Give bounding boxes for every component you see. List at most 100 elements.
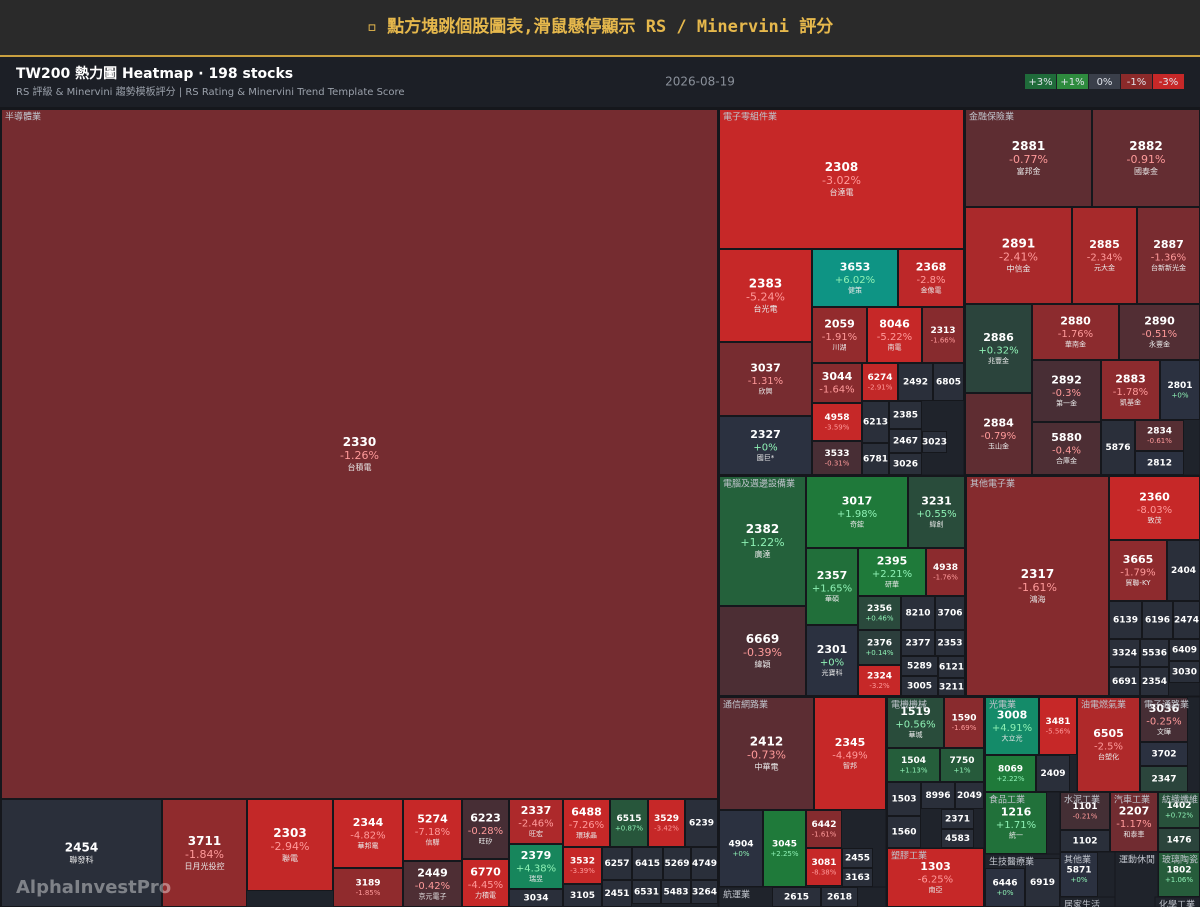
stock-tile[interactable] (1135, 420, 1184, 451)
stock-tile[interactable] (955, 782, 984, 809)
stock-tile[interactable] (858, 596, 901, 630)
stock-tile[interactable] (933, 363, 964, 401)
stock-tile[interactable] (719, 249, 812, 342)
stock-tile[interactable] (1142, 601, 1173, 639)
stock-tile[interactable] (935, 596, 965, 630)
stock-tile[interactable] (806, 848, 842, 886)
stock-tile[interactable] (965, 109, 1092, 207)
stock-tile[interactable] (887, 782, 921, 816)
stock-tile[interactable] (862, 401, 889, 443)
stock-tile[interactable] (719, 606, 806, 696)
stock-tile[interactable] (509, 844, 563, 889)
stock-tile[interactable] (812, 441, 862, 475)
stock-tile[interactable] (938, 678, 965, 696)
stock-tile[interactable] (806, 810, 842, 848)
stock-tile[interactable] (922, 431, 947, 453)
stock-tile[interactable] (898, 249, 964, 307)
stock-tile[interactable] (814, 697, 886, 810)
stock-tile[interactable] (901, 630, 935, 656)
stock-tile[interactable] (812, 363, 862, 403)
stock-tile[interactable] (162, 799, 247, 907)
stock-tile[interactable] (1109, 667, 1140, 696)
stock-tile[interactable] (889, 401, 922, 429)
stock-tile[interactable] (1140, 639, 1169, 667)
stock-tile[interactable] (719, 342, 812, 416)
stock-tile[interactable] (812, 249, 898, 307)
stock-tile[interactable] (858, 548, 926, 596)
stock-tile[interactable] (1032, 360, 1101, 422)
stock-tile[interactable] (403, 799, 462, 861)
stock-tile[interactable] (462, 799, 509, 859)
stock-tile[interactable] (1135, 451, 1184, 475)
stock-tile[interactable] (691, 880, 718, 904)
stock-tile[interactable] (1, 109, 718, 799)
stock-tile[interactable] (858, 630, 901, 665)
stock-tile[interactable] (1158, 792, 1200, 828)
stock-tile[interactable] (887, 697, 944, 748)
stock-tile[interactable] (719, 416, 812, 475)
stock-tile[interactable] (685, 799, 718, 847)
stock-tile[interactable] (1092, 109, 1200, 207)
stock-tile[interactable] (563, 847, 602, 884)
stock-tile[interactable] (985, 868, 1025, 907)
stock-tile[interactable] (763, 810, 806, 887)
stock-tile[interactable] (806, 625, 858, 696)
stock-tile[interactable] (509, 799, 563, 844)
stock-tile[interactable] (1101, 360, 1160, 420)
stock-tile[interactable] (985, 697, 1039, 755)
stock-tile[interactable] (1140, 667, 1169, 696)
stock-tile[interactable] (965, 304, 1032, 393)
stock-tile[interactable] (842, 848, 873, 868)
stock-tile[interactable] (862, 363, 898, 401)
stock-tile[interactable] (965, 207, 1072, 304)
stock-tile[interactable] (602, 847, 632, 880)
stock-tile[interactable] (1101, 420, 1135, 475)
stock-tile[interactable] (965, 393, 1032, 475)
stock-tile[interactable] (889, 429, 922, 453)
stock-tile[interactable] (889, 453, 922, 475)
stock-tile[interactable] (247, 799, 333, 891)
stock-tile[interactable] (648, 799, 685, 847)
stock-tile[interactable] (719, 476, 806, 606)
stock-tile[interactable] (966, 476, 1109, 696)
stock-tile[interactable] (602, 880, 632, 907)
stock-tile[interactable] (610, 799, 648, 847)
stock-tile[interactable] (862, 443, 889, 475)
stock-tile[interactable] (719, 810, 763, 887)
stock-tile[interactable] (663, 847, 691, 880)
stock-tile[interactable] (901, 596, 935, 630)
stock-tile[interactable] (944, 697, 984, 748)
stock-tile[interactable] (867, 307, 922, 363)
stock-tile[interactable] (333, 799, 403, 868)
stock-tile[interactable] (985, 792, 1047, 854)
stock-tile[interactable] (632, 880, 661, 904)
stock-tile[interactable] (1140, 742, 1188, 766)
stock-tile[interactable] (403, 861, 462, 907)
stock-tile[interactable] (1036, 755, 1070, 792)
stock-tile[interactable] (901, 676, 938, 696)
stock-tile[interactable] (812, 307, 867, 363)
stock-tile[interactable] (1160, 360, 1200, 420)
stock-tile[interactable] (898, 363, 933, 401)
stock-tile[interactable] (563, 799, 610, 847)
stock-tile[interactable] (887, 748, 940, 782)
stock-tile[interactable] (1140, 697, 1188, 742)
stock-tile[interactable] (333, 868, 403, 907)
stock-tile[interactable] (941, 809, 974, 829)
stock-tile[interactable] (940, 748, 984, 782)
stock-tile[interactable] (806, 548, 858, 625)
stock-tile[interactable] (719, 109, 964, 249)
stock-tile[interactable] (1077, 697, 1140, 792)
stock-tile[interactable] (691, 847, 718, 880)
stock-tile[interactable] (908, 476, 965, 548)
stock-tile[interactable] (1032, 304, 1119, 360)
stock-tile[interactable] (926, 548, 965, 596)
stock-tile[interactable] (719, 697, 814, 810)
stock-tile[interactable] (985, 755, 1036, 792)
stock-tile[interactable] (1140, 766, 1188, 792)
stock-tile[interactable] (1060, 852, 1098, 897)
stock-tile[interactable] (901, 656, 938, 676)
stock-tile[interactable] (1025, 858, 1060, 907)
stock-tile[interactable] (921, 782, 955, 809)
stock-tile[interactable] (806, 476, 908, 548)
